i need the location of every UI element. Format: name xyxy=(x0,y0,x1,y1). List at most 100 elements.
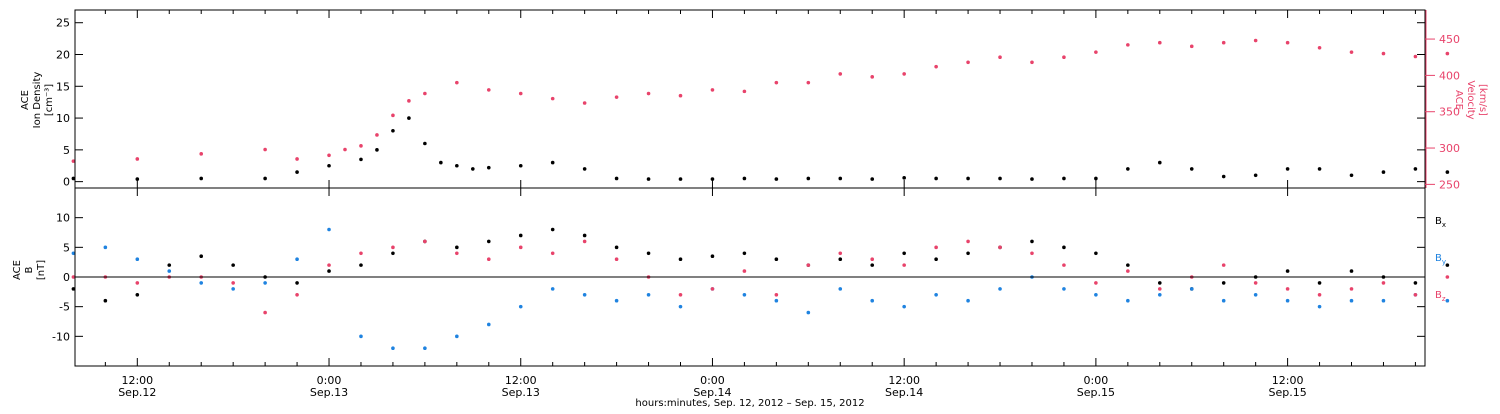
point-by xyxy=(1221,298,1226,303)
point-velocity xyxy=(1221,40,1226,45)
point-ion-density xyxy=(1062,176,1066,181)
point-bz xyxy=(998,245,1002,250)
point-velocity xyxy=(966,60,970,65)
point-ion-density xyxy=(518,163,523,168)
point-ion-density xyxy=(1221,174,1226,179)
x-tick-time-label: 12:00 xyxy=(505,374,537,387)
point-ion-density xyxy=(902,176,906,180)
point-bx xyxy=(1285,269,1290,273)
point-by xyxy=(1381,298,1386,303)
point-bz xyxy=(742,269,747,273)
point-velocity xyxy=(295,157,299,161)
point-bz xyxy=(1094,281,1098,285)
point-bz xyxy=(838,251,843,256)
top-left-tick-label: 10 xyxy=(56,112,70,125)
point-bx xyxy=(966,251,970,256)
point-velocity xyxy=(742,89,747,94)
point-velocity xyxy=(678,93,683,98)
top-left-tick-label: 5 xyxy=(63,144,70,157)
point-bx xyxy=(135,293,140,297)
point-velocity xyxy=(327,153,331,158)
point-bx xyxy=(1126,263,1130,267)
point-velocity xyxy=(135,157,140,161)
point-bx xyxy=(742,251,747,256)
point-by xyxy=(998,287,1002,291)
point-by xyxy=(646,293,651,297)
point-by xyxy=(582,293,587,297)
point-velocity xyxy=(1094,50,1098,54)
x-tick-date-label: Sep.13 xyxy=(310,386,348,399)
point-ion-density xyxy=(439,160,443,165)
point-by xyxy=(103,245,108,250)
top-left-tick-label: 25 xyxy=(56,17,70,30)
point-ion-density xyxy=(614,176,619,181)
point-by xyxy=(263,281,267,285)
point-ion-density xyxy=(407,116,411,120)
top-right-y-label-line3: [km/s] xyxy=(1477,84,1488,116)
point-by xyxy=(1349,298,1354,303)
point-by xyxy=(742,293,747,297)
point-by xyxy=(934,293,938,297)
point-bz xyxy=(582,239,587,244)
point-bz xyxy=(518,245,523,250)
point-velocity xyxy=(806,80,811,85)
point-bz xyxy=(1030,251,1034,256)
point-bx xyxy=(71,287,76,291)
point-velocity xyxy=(375,133,379,137)
point-by xyxy=(135,257,140,262)
point-velocity xyxy=(518,91,523,96)
point-ion-density xyxy=(1094,176,1098,181)
point-bz xyxy=(295,293,299,297)
point-bz xyxy=(486,257,491,262)
point-by xyxy=(870,298,875,303)
point-bx xyxy=(1317,281,1322,285)
point-bz xyxy=(1221,263,1226,267)
point-ion-density xyxy=(742,176,747,181)
point-ion-density xyxy=(1157,160,1162,165)
point-bx xyxy=(231,263,235,267)
x-tick-date-label: Sep.15 xyxy=(1077,386,1115,399)
point-ion-density xyxy=(455,163,459,168)
x-tick-time-label: 12:00 xyxy=(121,374,153,387)
point-bz xyxy=(614,257,619,262)
point-by xyxy=(199,281,204,285)
point-ion-density xyxy=(375,148,379,152)
point-by xyxy=(391,346,395,351)
point-bx xyxy=(486,239,491,244)
point-ion-density xyxy=(966,176,970,181)
point-by xyxy=(806,310,811,315)
point-velocity xyxy=(774,80,779,85)
point-velocity xyxy=(1317,45,1322,50)
point-velocity xyxy=(343,147,347,152)
point-bx xyxy=(1030,239,1034,244)
point-bx xyxy=(359,263,363,267)
point-ion-density xyxy=(1381,170,1386,174)
point-by xyxy=(1094,293,1098,297)
point-bx xyxy=(1349,269,1354,273)
point-by xyxy=(838,287,843,291)
point-by xyxy=(1062,287,1066,291)
point-velocity xyxy=(1413,54,1418,59)
point-by xyxy=(71,251,76,256)
point-velocity xyxy=(1126,43,1130,47)
point-bz xyxy=(1253,281,1258,285)
point-bz xyxy=(1445,275,1450,279)
point-ion-density xyxy=(838,176,843,181)
point-ion-density xyxy=(870,177,875,181)
point-ion-density xyxy=(678,177,683,181)
point-bx xyxy=(103,298,108,303)
point-bx xyxy=(710,254,715,259)
point-ion-density xyxy=(1317,167,1322,171)
point-velocity xyxy=(1189,44,1194,49)
point-by xyxy=(678,304,683,309)
bottom-y-ticks: -10 -5 0 5 10 xyxy=(52,212,1425,343)
point-bx xyxy=(774,257,779,262)
point-by xyxy=(327,227,331,232)
bottom-y-label-line3: [nT] xyxy=(36,260,47,280)
point-velocity xyxy=(902,72,906,76)
point-by xyxy=(295,257,299,262)
point-ion-density xyxy=(550,160,555,165)
point-velocity xyxy=(646,91,651,96)
